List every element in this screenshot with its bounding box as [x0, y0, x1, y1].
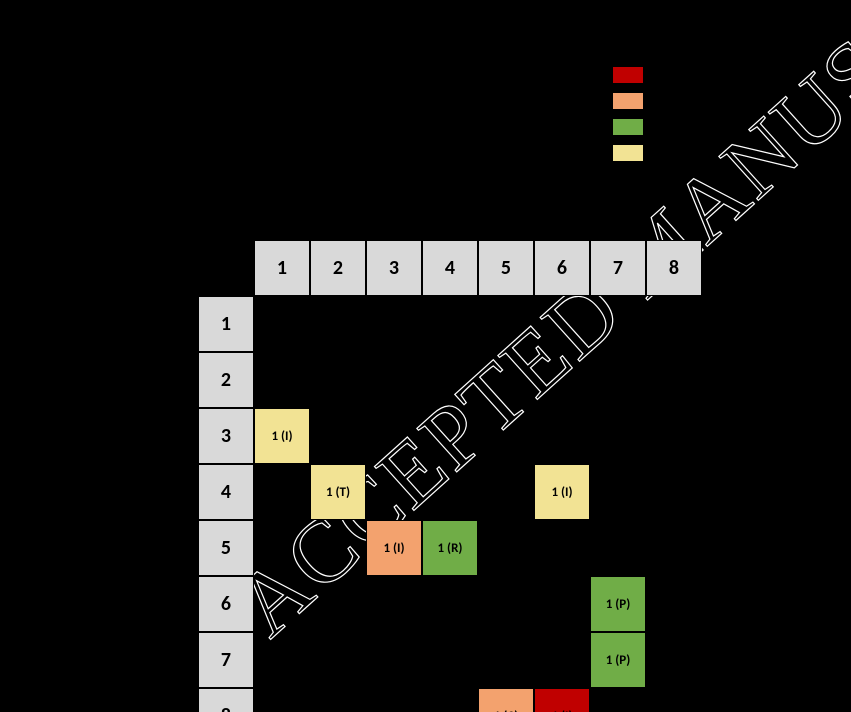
matrix-cell: 1 (I) [534, 688, 590, 712]
row-header: 2 [198, 352, 254, 408]
col-header: 6 [534, 240, 590, 296]
legend: The in [612, 62, 675, 166]
legend-item [612, 114, 675, 140]
matrix-cell: 1 (P) [590, 576, 646, 632]
matrix-cell: 1 (I) [534, 464, 590, 520]
col-header: 4 [422, 240, 478, 296]
legend-swatch [612, 118, 644, 136]
matrix-cell: 1 (T) [310, 464, 366, 520]
row-header: 4 [198, 464, 254, 520]
row-header: 6 [198, 576, 254, 632]
matrix-cell: 1 (C) [478, 688, 534, 712]
row-header: 1 [198, 296, 254, 352]
row-header: 7 [198, 632, 254, 688]
col-header: 3 [366, 240, 422, 296]
watermark: ACCEPTED MANUSCRIPT [0, 0, 851, 712]
row-header: 8 [198, 688, 254, 712]
legend-label: in [654, 145, 665, 162]
legend-item [612, 88, 675, 114]
col-header: 5 [478, 240, 534, 296]
matrix-cell: 1 (R) [422, 520, 478, 576]
legend-item: in [612, 140, 675, 166]
col-header: 7 [590, 240, 646, 296]
legend-item: The [612, 62, 675, 88]
legend-swatch [612, 66, 644, 84]
watermark-text: ACCEPTED MANUSCRIPT [217, 0, 851, 655]
legend-label: The [654, 67, 675, 84]
matrix-cell: 1 (P) [590, 632, 646, 688]
matrix-cell: 1 (I) [366, 520, 422, 576]
col-header: 8 [646, 240, 702, 296]
legend-swatch [612, 92, 644, 110]
col-header: 2 [310, 240, 366, 296]
row-header: 3 [198, 408, 254, 464]
legend-swatch [612, 144, 644, 162]
row-header: 5 [198, 520, 254, 576]
col-header: 1 [254, 240, 310, 296]
matrix-cell: 1 (I) [254, 408, 310, 464]
